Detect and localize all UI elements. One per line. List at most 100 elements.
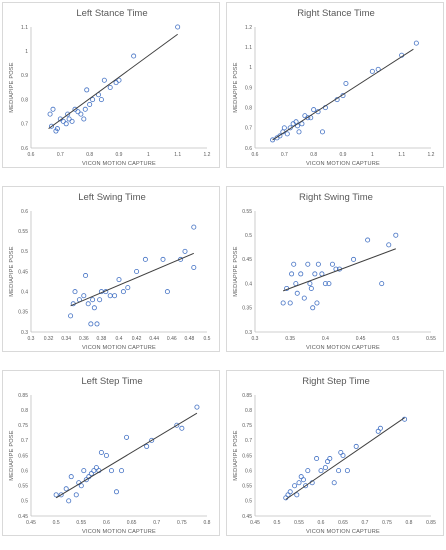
data-point [90, 297, 96, 303]
data-point [47, 111, 53, 117]
data-point [50, 106, 56, 112]
x-tick-label: 0.55 [294, 520, 304, 526]
data-point [294, 290, 300, 296]
trend-line [272, 48, 414, 141]
y-tick-label: 1 [249, 65, 252, 71]
x-tick-label: 0.5 [204, 336, 211, 342]
data-point [305, 261, 311, 267]
y-axis-label: MEDIAPIPE POSE [9, 430, 15, 480]
data-point [314, 456, 320, 462]
data-point [108, 468, 114, 474]
data-point [49, 123, 55, 129]
data-point [303, 483, 309, 489]
chart-title: Left Stance Time [76, 8, 147, 19]
data-point [134, 269, 140, 275]
trend-line [48, 33, 178, 130]
x-tick-label: 0.48 [185, 336, 195, 342]
data-point [174, 422, 180, 428]
data-point [81, 293, 87, 299]
data-point [386, 242, 392, 248]
data-point [191, 224, 197, 230]
x-axis-label: VICON MOTION CAPTURE [306, 345, 380, 351]
data-point [81, 116, 87, 122]
data-point [75, 109, 81, 115]
data-point [88, 471, 94, 477]
scatter-chart: Right Step Time 0.45 0.5 0.55 0.6 0.65 0.7 0.75… [233, 376, 436, 535]
x-tick-label: 0.42 [132, 336, 142, 342]
data-point [277, 133, 283, 139]
y-tick-label: 1.2 [245, 25, 252, 31]
data-point [119, 468, 125, 474]
y-tick-label: 0.45 [18, 269, 28, 275]
data-point [78, 111, 84, 117]
trend-line [55, 412, 198, 499]
data-point [54, 126, 60, 132]
data-point [287, 489, 293, 495]
data-point [284, 131, 290, 137]
x-tick-label: 0.38 [97, 336, 107, 342]
x-tick-label: 0.34 [61, 336, 71, 342]
x-tick-label: 0.5 [53, 520, 60, 526]
x-tick-label: 0.45 [356, 336, 366, 342]
data-point [305, 115, 311, 121]
data-point [194, 404, 200, 410]
data-point [291, 261, 297, 267]
y-tick-label: 1.1 [21, 25, 28, 31]
data-point [319, 129, 325, 135]
trend-line [282, 248, 396, 292]
chart-title: Right Step Time [302, 376, 370, 387]
data-point [88, 321, 94, 327]
data-point [280, 300, 286, 306]
y-tick-label: 0.3 [245, 330, 252, 336]
data-point [322, 465, 328, 471]
x-tick-label: 0.8 [406, 520, 413, 526]
data-point [299, 121, 305, 127]
y-tick-label: 0.9 [21, 73, 28, 79]
y-tick-label: 0.55 [18, 484, 28, 490]
x-tick-label: 0.46 [167, 336, 177, 342]
y-tick-label: 0.6 [245, 468, 252, 474]
x-tick-label: 0.3 [252, 336, 259, 342]
data-point [305, 468, 311, 474]
data-point [340, 453, 346, 459]
data-point [329, 261, 335, 267]
x-tick-label: 0.9 [116, 152, 123, 158]
data-point [314, 300, 320, 306]
data-point [289, 271, 295, 277]
data-point [72, 106, 78, 112]
data-point [287, 300, 293, 306]
data-point [296, 480, 302, 486]
data-point [53, 492, 59, 498]
data-point [142, 256, 148, 262]
x-tick-label: 0.44 [149, 336, 159, 342]
x-tick-label: 1.2 [428, 152, 435, 158]
x-tick-label: 0.4 [322, 336, 329, 342]
data-point [270, 137, 276, 143]
data-point [107, 85, 113, 91]
data-point [83, 477, 89, 483]
data-point [287, 125, 293, 131]
y-tick-label: 0.6 [21, 146, 28, 152]
data-point [116, 77, 122, 83]
data-point [292, 483, 298, 489]
data-point [113, 80, 119, 86]
x-tick-label: 0.6 [103, 520, 110, 526]
chart-panel-right-swing-time: Right Swing Time 0.3 0.35 0.4 0.45 0.5 0.55 0.3… [226, 186, 444, 352]
data-point [91, 468, 97, 474]
data-point [66, 498, 72, 504]
y-tick-label: 0.6 [21, 209, 28, 215]
y-tick-label: 0.5 [21, 499, 28, 505]
data-point [344, 468, 350, 474]
y-tick-label: 0.7 [245, 126, 252, 132]
data-point [336, 468, 342, 474]
x-tick-label: 0.8 [204, 520, 211, 526]
x-axis-label: VICON MOTION CAPTURE [82, 529, 156, 535]
data-point [73, 492, 79, 498]
scatter-chart: Right Swing Time 0.3 0.35 0.4 0.45 0.5 0.55 0.3… [233, 192, 436, 351]
y-tick-label: 0.9 [245, 85, 252, 91]
data-point [300, 477, 306, 483]
trend-line [285, 417, 405, 500]
data-point [365, 237, 371, 243]
data-point [69, 118, 75, 124]
x-tick-label: 1.1 [398, 152, 405, 158]
